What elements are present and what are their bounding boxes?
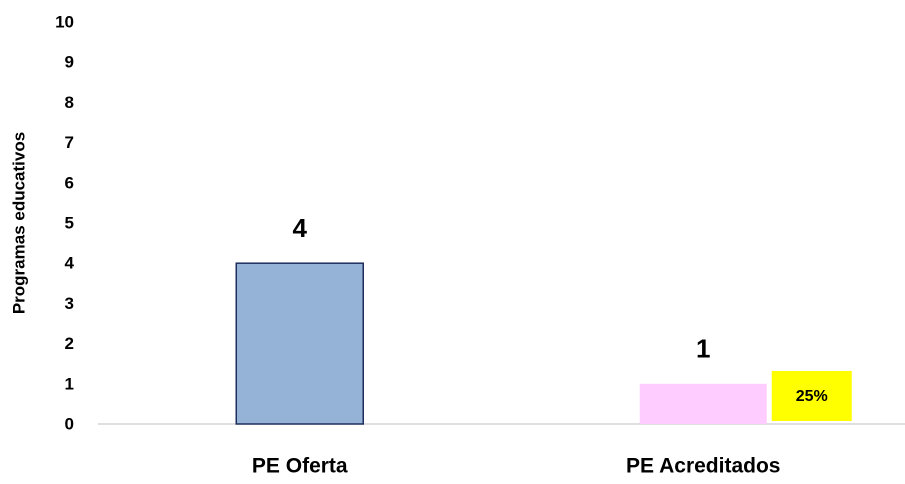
y-tick-label: 0: [65, 414, 74, 433]
annotation-box: [771, 371, 852, 421]
x-tick-label: PE Acreditados: [626, 455, 780, 478]
y-tick-label: 10: [55, 12, 74, 31]
y-tick-label: 8: [65, 93, 74, 112]
y-tick-label: 7: [65, 133, 74, 152]
bar: [235, 262, 364, 425]
data-label: 1: [696, 334, 710, 364]
bar: [639, 383, 767, 424]
y-tick-label: 4: [65, 254, 75, 273]
y-tick-label: 9: [65, 53, 74, 72]
y-tick-label: 3: [65, 294, 74, 313]
y-tick-label: 2: [65, 334, 74, 353]
data-label: 4: [293, 213, 308, 243]
x-tick-label: PE Oferta: [252, 455, 348, 478]
y-axis-label: Programas educativos: [9, 132, 28, 314]
y-tick-label: 5: [65, 213, 74, 232]
annotation-text: 25%: [796, 388, 828, 405]
y-tick-label: 6: [65, 173, 74, 192]
y-tick-label: 1: [65, 374, 74, 393]
